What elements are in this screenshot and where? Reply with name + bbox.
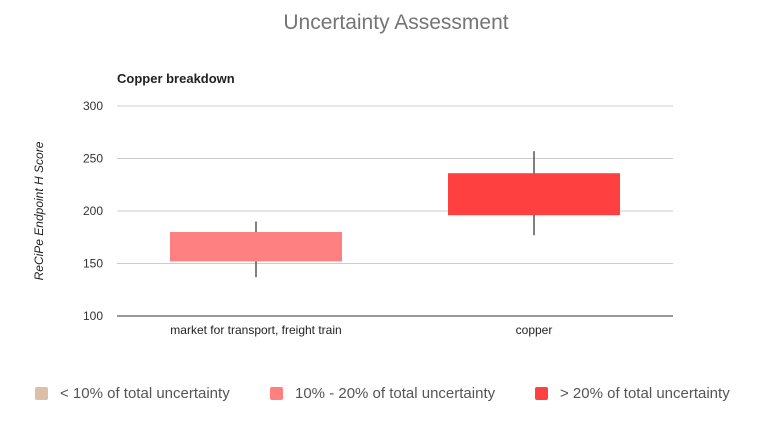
y-tick-label: 250: [83, 152, 103, 166]
legend-swatch: [535, 386, 548, 400]
y-tick-label: 150: [83, 257, 103, 271]
chart-title: Uncertainty Assessment: [283, 11, 508, 34]
legend-item[interactable]: < 10% of total uncertainty: [35, 381, 230, 405]
y-tick-label: 300: [83, 99, 103, 113]
y-axis-label: ReCiPe Endpoint H Score: [32, 141, 46, 280]
legend: < 10% of total uncertainty 10% - 20% of t…: [0, 381, 764, 405]
legend-item[interactable]: > 20% of total uncertainty: [535, 381, 730, 405]
x-tick-label: copper: [516, 323, 553, 337]
legend-label: < 10% of total uncertainty: [60, 384, 230, 402]
y-tick-label: 200: [83, 204, 103, 218]
y-tick-label: 100: [83, 309, 103, 323]
legend-label: > 20% of total uncertainty: [560, 384, 730, 402]
legend-item[interactable]: 10% - 20% of total uncertainty: [270, 381, 495, 405]
legend-swatch: [270, 386, 283, 400]
x-tick-labels: market for transport, freight train coppe…: [170, 323, 552, 337]
legend-label: 10% - 20% of total uncertainty: [295, 384, 496, 402]
y-tick-labels: 100 150 200 250 300: [83, 99, 103, 323]
candle-box: [448, 173, 620, 216]
legend-swatch: [35, 386, 48, 400]
chart-subtitle: Copper breakdown: [117, 71, 235, 86]
candles: [170, 151, 620, 278]
x-tick-label: market for transport, freight train: [170, 323, 341, 337]
candle-box: [170, 232, 342, 262]
gridlines: [117, 105, 673, 317]
